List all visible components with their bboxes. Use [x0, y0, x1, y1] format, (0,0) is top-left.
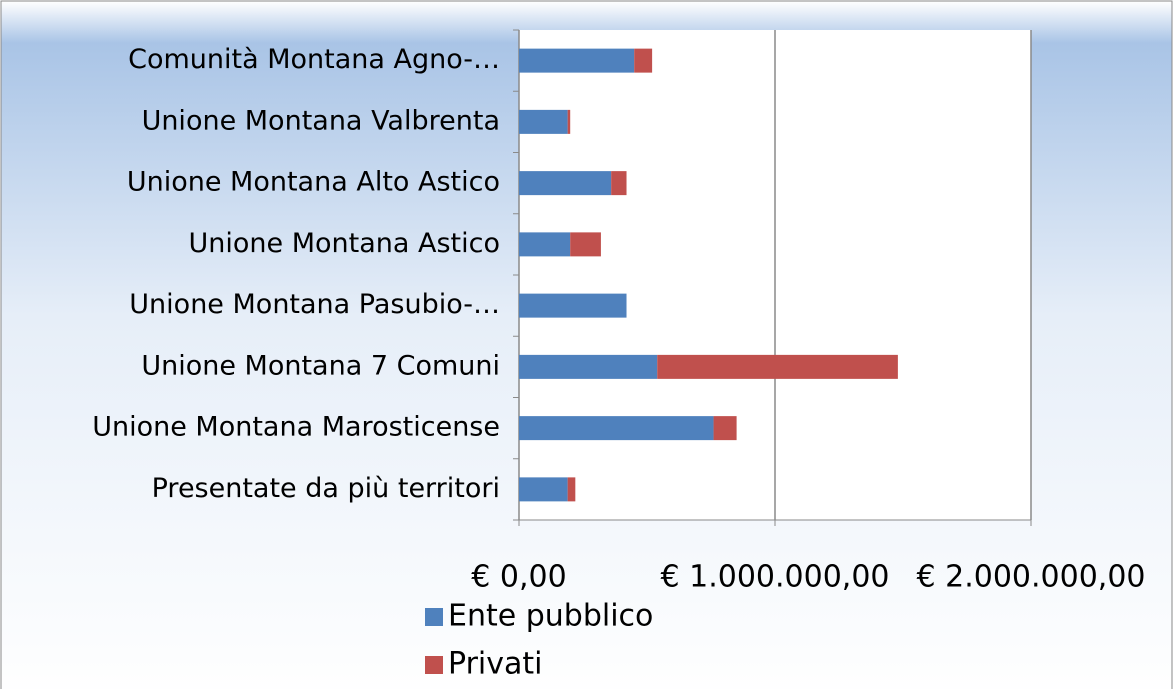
x-tick-label: € 2.000.000,00: [916, 560, 1145, 595]
bar-segment: [519, 416, 714, 441]
y-tick-label: Unione Montana Pasubio-…: [129, 289, 500, 320]
bar-segment: [611, 171, 627, 196]
legend-label: Ente pubblico: [448, 599, 653, 634]
x-tick-label: € 1.000.000,00: [660, 560, 889, 595]
bar-segment: [567, 109, 571, 134]
bar-segment: [634, 48, 653, 73]
y-tick-label: Unione Montana Marosticense: [92, 412, 500, 443]
legend-swatch: [425, 656, 443, 674]
bar-segment: [519, 477, 568, 502]
bar-segment: [713, 416, 737, 441]
y-tick-label: Comunità Montana Agno-…: [128, 44, 500, 75]
y-tick-label: Presentate da più territori: [152, 473, 500, 504]
legend-swatch: [425, 608, 443, 626]
bar-segment: [657, 354, 898, 379]
bar-segment: [519, 109, 568, 134]
bar-segment: [570, 232, 601, 257]
bar-segment: [519, 171, 612, 196]
y-tick-label: Unione Montana Astico: [189, 228, 501, 259]
bar-segment: [519, 232, 571, 257]
y-tick-label: Unione Montana Valbrenta: [142, 105, 500, 136]
x-tick-label: € 0,00: [471, 560, 566, 595]
bar-segment: [519, 48, 635, 73]
y-tick-label: Unione Montana Alto Astico: [127, 167, 500, 198]
legend-label: Privati: [448, 647, 542, 682]
y-tick-label: Unione Montana 7 Comuni: [141, 350, 500, 381]
bar-segment: [567, 477, 576, 502]
bar-segment: [519, 293, 627, 318]
bar-segment: [519, 354, 658, 379]
